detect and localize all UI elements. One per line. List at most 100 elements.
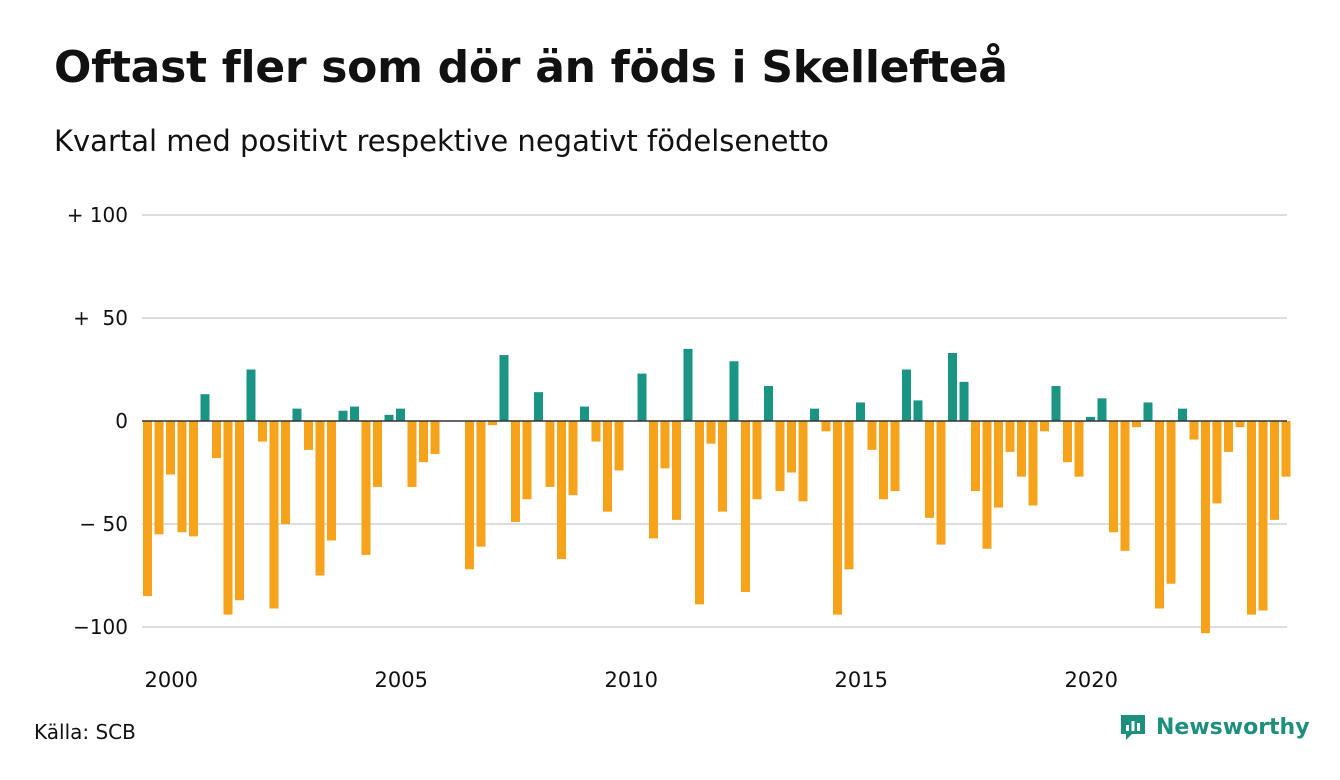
bar-positive	[246, 369, 256, 421]
grid-lines	[142, 214, 1287, 628]
bar-negative	[971, 421, 980, 492]
bar-negative	[407, 421, 417, 487]
newsworthy-logo-icon	[1121, 715, 1145, 740]
bar-positive	[729, 361, 739, 421]
bar-negative	[798, 421, 808, 502]
bar-negative	[1247, 421, 1256, 615]
bar-negative	[591, 421, 601, 442]
bar-negative	[879, 421, 888, 500]
bar-negative	[511, 421, 520, 522]
bar-positive	[338, 410, 348, 421]
bar-negative	[430, 421, 440, 454]
bar-negative	[614, 421, 624, 471]
bar-positive	[913, 400, 923, 421]
bar-positive	[764, 385, 773, 421]
x-axis-labels: 2000 2005 2010 2015 2020	[145, 668, 1118, 692]
bar-negative	[1074, 421, 1084, 477]
newsworthy-logo-text: Newsworthy	[1156, 714, 1310, 740]
bar-negative	[315, 421, 325, 576]
bar-negative	[465, 421, 474, 570]
bar-chart: + 100 + 50 0 − 50 −100 2000 2005 2010 2015 2020	[67, 203, 1291, 692]
y-tick-label: + 50	[73, 306, 128, 330]
bar-negative	[1063, 421, 1072, 463]
bar-negative	[936, 421, 946, 545]
bar-negative	[982, 421, 992, 549]
bar-negative	[867, 421, 877, 450]
bar-negative	[718, 421, 727, 512]
bar-negative	[304, 421, 313, 450]
bar-negative	[545, 421, 555, 487]
bar-negative	[775, 421, 785, 492]
bar-negative	[1120, 421, 1130, 551]
bar-positive	[856, 402, 865, 421]
y-tick-label: 0	[115, 409, 128, 433]
bar-negative	[925, 421, 934, 518]
bar-negative	[212, 421, 221, 459]
bar-negative	[361, 421, 371, 555]
y-tick-label: −100	[73, 615, 128, 639]
bar-positive	[1143, 402, 1153, 421]
bar-negative	[994, 421, 1003, 508]
bar-positive	[948, 353, 957, 421]
bar-negative	[890, 421, 900, 492]
bar-negative	[522, 421, 532, 500]
bar-negative	[223, 421, 233, 615]
bar-negative	[1235, 421, 1245, 428]
chart-subtitle: Kvartal med positivt respektive negativt…	[54, 124, 829, 158]
x-tick-label: 2000	[145, 668, 198, 692]
bar-negative	[1028, 421, 1038, 506]
bar-negative	[741, 421, 750, 592]
bar-negative	[143, 421, 152, 597]
bar-negative	[281, 421, 290, 524]
bar-negative	[660, 421, 670, 469]
y-tick-label: − 50	[79, 512, 128, 536]
bar-negative	[706, 421, 716, 444]
bar-positive	[1051, 385, 1061, 421]
bar-positive	[292, 408, 302, 421]
bar-positive	[396, 408, 405, 421]
bar-positive	[1097, 398, 1107, 421]
x-tick-label: 2020	[1065, 668, 1118, 692]
bar-negative	[1258, 421, 1268, 611]
y-axis-labels: + 100 + 50 0 − 50 −100	[67, 203, 128, 639]
bar-positive	[350, 406, 359, 421]
bar-negative	[1132, 421, 1141, 428]
bar-negative	[649, 421, 658, 539]
bar-negative	[373, 421, 382, 487]
x-tick-label: 2005	[375, 668, 428, 692]
bar-negative	[833, 421, 842, 615]
bar-negative	[235, 421, 244, 601]
bar-negative	[1270, 421, 1279, 520]
bar-positive	[683, 348, 693, 421]
bar-positive	[902, 369, 911, 421]
bar-negative	[258, 421, 267, 442]
bar-negative	[603, 421, 612, 512]
bar-negative	[1040, 421, 1049, 432]
bar-negative	[568, 421, 578, 496]
bar-negative	[269, 421, 279, 609]
bar-positive	[810, 408, 819, 421]
bar-negative	[327, 421, 336, 541]
bar-positive	[1086, 416, 1095, 421]
bar-positive	[499, 355, 509, 421]
bar-negative	[1224, 421, 1233, 452]
bar-negative	[1017, 421, 1026, 477]
bar-negative	[177, 421, 187, 533]
bar-positive	[580, 406, 589, 421]
bar-positive	[200, 394, 210, 421]
bar-negative	[695, 421, 704, 605]
bar-negative	[1281, 421, 1291, 477]
bar-negative	[1166, 421, 1176, 584]
bar-negative	[419, 421, 428, 463]
bar-negative	[672, 421, 681, 520]
bar-negative	[1005, 421, 1015, 452]
bar-negative	[189, 421, 198, 537]
newsworthy-logo: Newsworthy	[1118, 712, 1310, 742]
bar-positive	[534, 392, 543, 421]
bar-negative	[154, 421, 164, 535]
bar-negative	[557, 421, 566, 560]
x-tick-label: 2015	[835, 668, 888, 692]
bar-negative	[821, 421, 831, 432]
bar-negative	[787, 421, 796, 473]
bar-positive	[637, 373, 647, 421]
